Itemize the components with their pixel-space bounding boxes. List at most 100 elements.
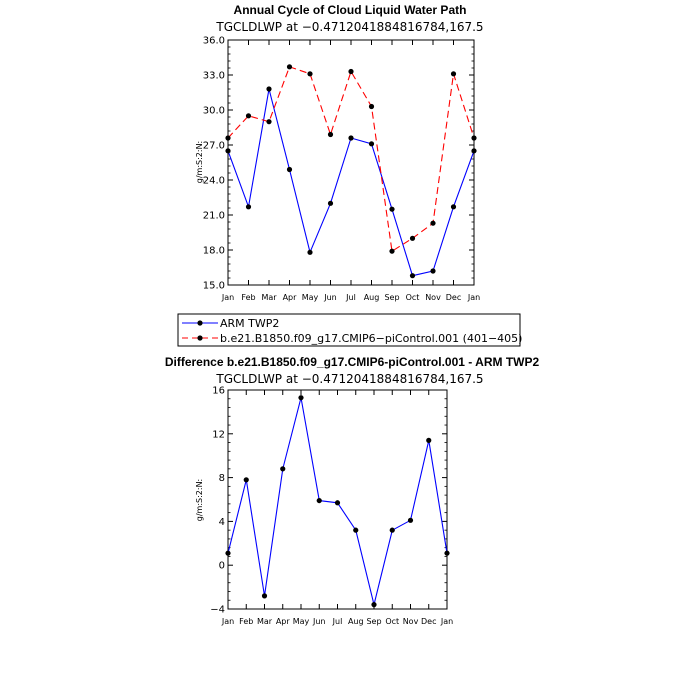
y-tick-label: 24.0 [203, 176, 225, 187]
x-tick-label: Feb [241, 293, 255, 302]
x-tick-label: Jan [440, 617, 453, 626]
x-tick-label: Nov [425, 293, 441, 302]
series-group [225, 395, 450, 608]
legend-box [177, 313, 521, 347]
x-tick-label: Sep [366, 617, 381, 626]
y-axis-label: g/m:S:2:N: [195, 479, 204, 522]
data-point [261, 593, 268, 599]
data-point [409, 235, 416, 241]
x-tick-label: Mar [261, 293, 277, 302]
y-tick-label: 21.0 [203, 211, 225, 222]
chart-title: Difference b.e21.B1850.f09_g17.CMIP6-piC… [165, 355, 540, 369]
data-point [450, 71, 457, 77]
axes-frame [227, 39, 475, 286]
x-tick-label: Sep [384, 293, 399, 302]
data-point [327, 131, 334, 138]
data-point [371, 602, 377, 608]
x-tick-label: Apr [276, 617, 291, 626]
x-tick-label: Jul [332, 617, 343, 626]
data-point [389, 527, 395, 533]
x-tick-label: Jan [467, 293, 480, 302]
data-point [245, 113, 252, 119]
data-point [389, 248, 395, 254]
x-tick-label: Jun [312, 617, 326, 626]
data-point [280, 466, 286, 472]
x-tick-label: Dec [421, 617, 436, 626]
data-point [245, 204, 252, 210]
data-point [266, 119, 272, 125]
series-line-0 [227, 88, 475, 277]
data-point [471, 148, 477, 154]
chart-subtitle: TGCLDLWP at −0.4712041884816784,167.5 [215, 20, 483, 34]
data-point [225, 135, 231, 141]
data-point [298, 395, 304, 401]
data-point [225, 148, 231, 154]
data-point [407, 517, 414, 523]
series-group [225, 64, 477, 279]
data-point [334, 500, 341, 506]
data-point [286, 166, 293, 173]
data-point [389, 206, 395, 212]
data-point [307, 71, 313, 77]
legend-label-arm: ARM TWP2 [220, 317, 279, 330]
y-tick-label: 12 [212, 429, 225, 440]
x-tick-label: Mar [257, 617, 273, 626]
difference-panel: Difference b.e21.B1850.f09_g17.CMIP6-piC… [165, 355, 540, 626]
data-point [243, 477, 249, 483]
x-tick-label: Jan [221, 293, 234, 302]
chart-subtitle: TGCLDLWP at −0.4712041884816784,167.5 [215, 372, 483, 386]
annual-cycle-panel: Annual Cycle of Cloud Liquid Water Path … [195, 3, 484, 302]
plot-area-border [227, 39, 475, 286]
x-tick-label: Aug [364, 293, 380, 302]
x-tick-label: Jun [323, 293, 337, 302]
x-tick-label: Oct [385, 617, 399, 626]
y-tick-labels: −4 0 4 8 12 16 [210, 386, 225, 616]
chart-title: Annual Cycle of Cloud Liquid Water Path [234, 3, 467, 17]
y-tick-label: 27.0 [203, 141, 225, 152]
data-point [353, 527, 359, 533]
y-tick-label: 33.0 [203, 71, 225, 82]
y-axis-label: g/m:S:2:N: [195, 141, 204, 184]
y-tick-label: 8 [219, 473, 225, 484]
x-tick-labels: Jan Feb Mar Apr May Jun Jul Aug Sep Oct Nov Dec Jan [221, 617, 453, 626]
data-point [450, 204, 457, 210]
legend-label-model: b.e21.B1850.f09_g17.CMIP6−piControl.001 … [220, 332, 522, 345]
data-point [430, 268, 436, 274]
data-point [409, 273, 416, 279]
data-point [225, 550, 231, 556]
y-tick-label: 16 [212, 386, 225, 397]
x-tick-label: May [302, 293, 319, 302]
x-tick-label: Apr [283, 293, 298, 302]
data-point [430, 220, 436, 226]
y-tick-label: 30.0 [203, 106, 225, 117]
series-line-1 [227, 66, 475, 253]
legend: ARM TWP2 b.e21.B1850.f09_g17.CMIP6−piCon… [177, 313, 522, 347]
data-point [316, 497, 322, 504]
data-point [286, 64, 293, 70]
y-tick-labels: 15.0 18.0 21.0 24.0 27.0 30.0 33.0 36.0 [203, 36, 225, 292]
data-point [426, 437, 432, 443]
x-tick-label: Aug [348, 617, 364, 626]
y-tick-label: 36.0 [203, 36, 225, 47]
data-point [368, 141, 375, 147]
y-tick-label: 18.0 [203, 246, 225, 257]
y-tick-label: 4 [219, 517, 225, 528]
x-tick-label: Oct [406, 293, 420, 302]
data-point [471, 135, 477, 141]
data-point [327, 200, 334, 206]
y-tick-label: 0 [219, 561, 225, 572]
x-tick-labels: Jan Feb Mar Apr May Jun Jul Aug Sep Oct Nov Dec Jan [221, 293, 480, 302]
x-tick-label: Jul [345, 293, 356, 302]
legend-marker-arm [197, 320, 203, 326]
data-point [368, 103, 375, 110]
x-tick-label: Dec [446, 293, 461, 302]
data-point [266, 86, 272, 92]
x-tick-label: Feb [239, 617, 253, 626]
data-point [307, 249, 313, 255]
data-point [348, 68, 354, 75]
x-tick-label: Jan [221, 617, 234, 626]
axes-frame [227, 389, 448, 610]
legend-marker-model [197, 335, 203, 341]
data-point [348, 135, 354, 141]
